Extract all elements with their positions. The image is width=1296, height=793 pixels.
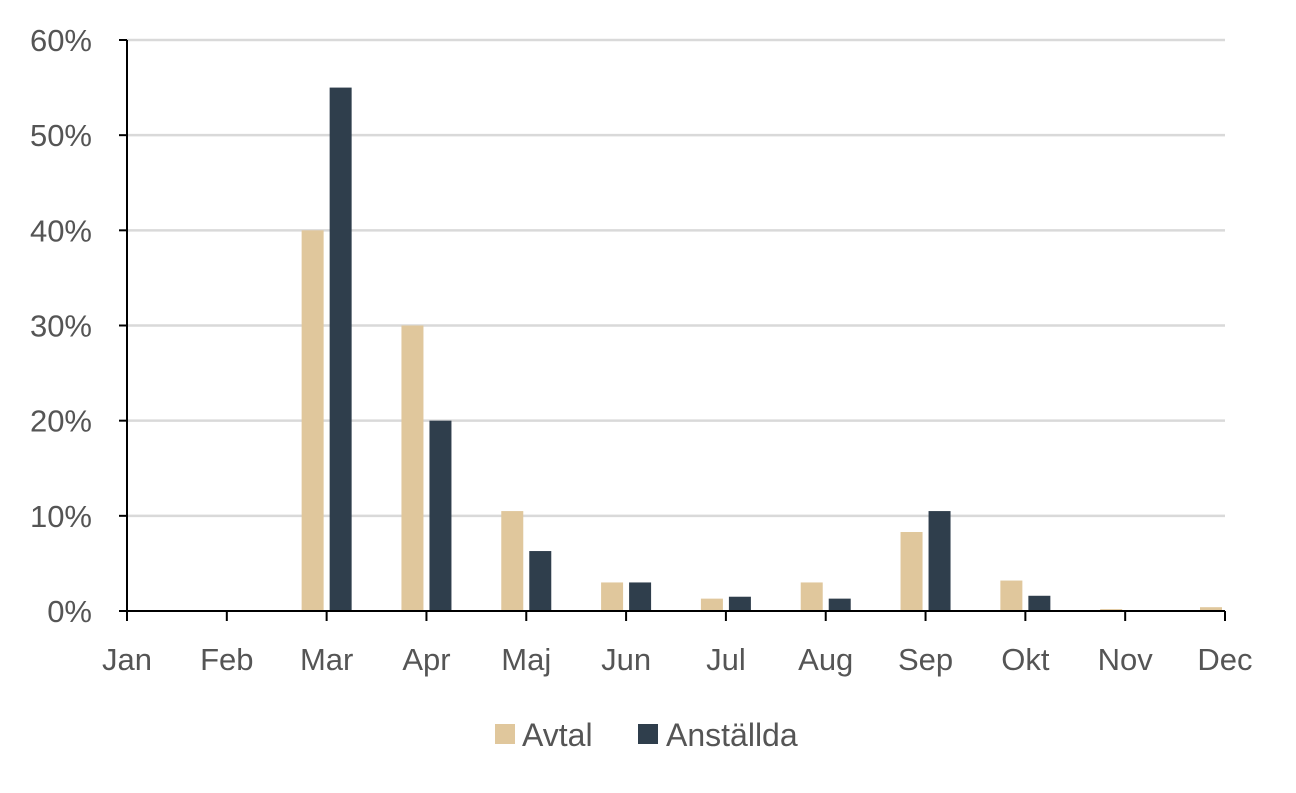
bar-avtal-mar — [301, 230, 324, 612]
bar-avtal-jun — [601, 582, 624, 611]
axes — [119, 39, 1226, 621]
bar-anst-llda-jun — [629, 582, 652, 611]
y-tick-label: 50% — [30, 118, 92, 153]
x-tick-label: Mar — [300, 642, 353, 677]
bar-avtal-aug — [800, 582, 823, 611]
y-tick-label: 30% — [30, 309, 92, 344]
bar-anst-llda-maj — [529, 551, 552, 611]
x-tick-label: Jul — [706, 642, 746, 677]
gridlines — [127, 38, 1225, 518]
x-tick-label: Nov — [1098, 642, 1154, 677]
x-tick-label: Aug — [798, 642, 853, 677]
x-tick-label: Sep — [898, 642, 953, 677]
x-tick-label: Okt — [1001, 642, 1050, 677]
y-tick-label: 40% — [30, 213, 92, 248]
bars — [301, 87, 1222, 612]
legend-swatch-anst-llda — [638, 724, 658, 744]
x-tick-label: Jan — [102, 642, 152, 677]
bar-anst-llda-sep — [928, 511, 951, 611]
bar-avtal-sep — [900, 532, 923, 611]
legend: Avtal Anställda — [495, 717, 798, 753]
bar-anst-llda-okt — [1028, 595, 1051, 611]
bar-avtal-dec — [1200, 607, 1222, 611]
bar-avtal-maj — [501, 511, 524, 611]
x-tick-label: Maj — [501, 642, 551, 677]
legend-swatch-avtal — [495, 724, 515, 744]
y-tick-label: 0% — [47, 594, 92, 629]
bar-anst-llda-aug — [828, 598, 851, 611]
bar-anst-llda-apr — [429, 420, 452, 611]
bar-avtal-jul — [700, 598, 723, 611]
legend-label: Avtal — [522, 717, 593, 753]
x-tick-label: Dec — [1197, 642, 1252, 677]
x-tick-label: Apr — [402, 642, 450, 677]
bar-anst-llda-jul — [728, 596, 751, 611]
tick-labels: 0% 10% 20% 30% 40% 50% 60% Jan Feb Mar Apr Maj Jun Ju… — [30, 23, 1253, 677]
y-tick-label: 20% — [30, 404, 92, 439]
y-tick-label: 10% — [30, 499, 92, 534]
bar-avtal-apr — [401, 325, 424, 611]
y-tick-label: 60% — [30, 23, 92, 58]
x-tick-label: Jun — [601, 642, 651, 677]
bar-avtal-okt — [1000, 580, 1023, 611]
legend-label: Anställda — [666, 717, 798, 753]
x-tick-label: Feb — [200, 642, 253, 677]
bar-anst-llda-mar — [329, 87, 352, 612]
